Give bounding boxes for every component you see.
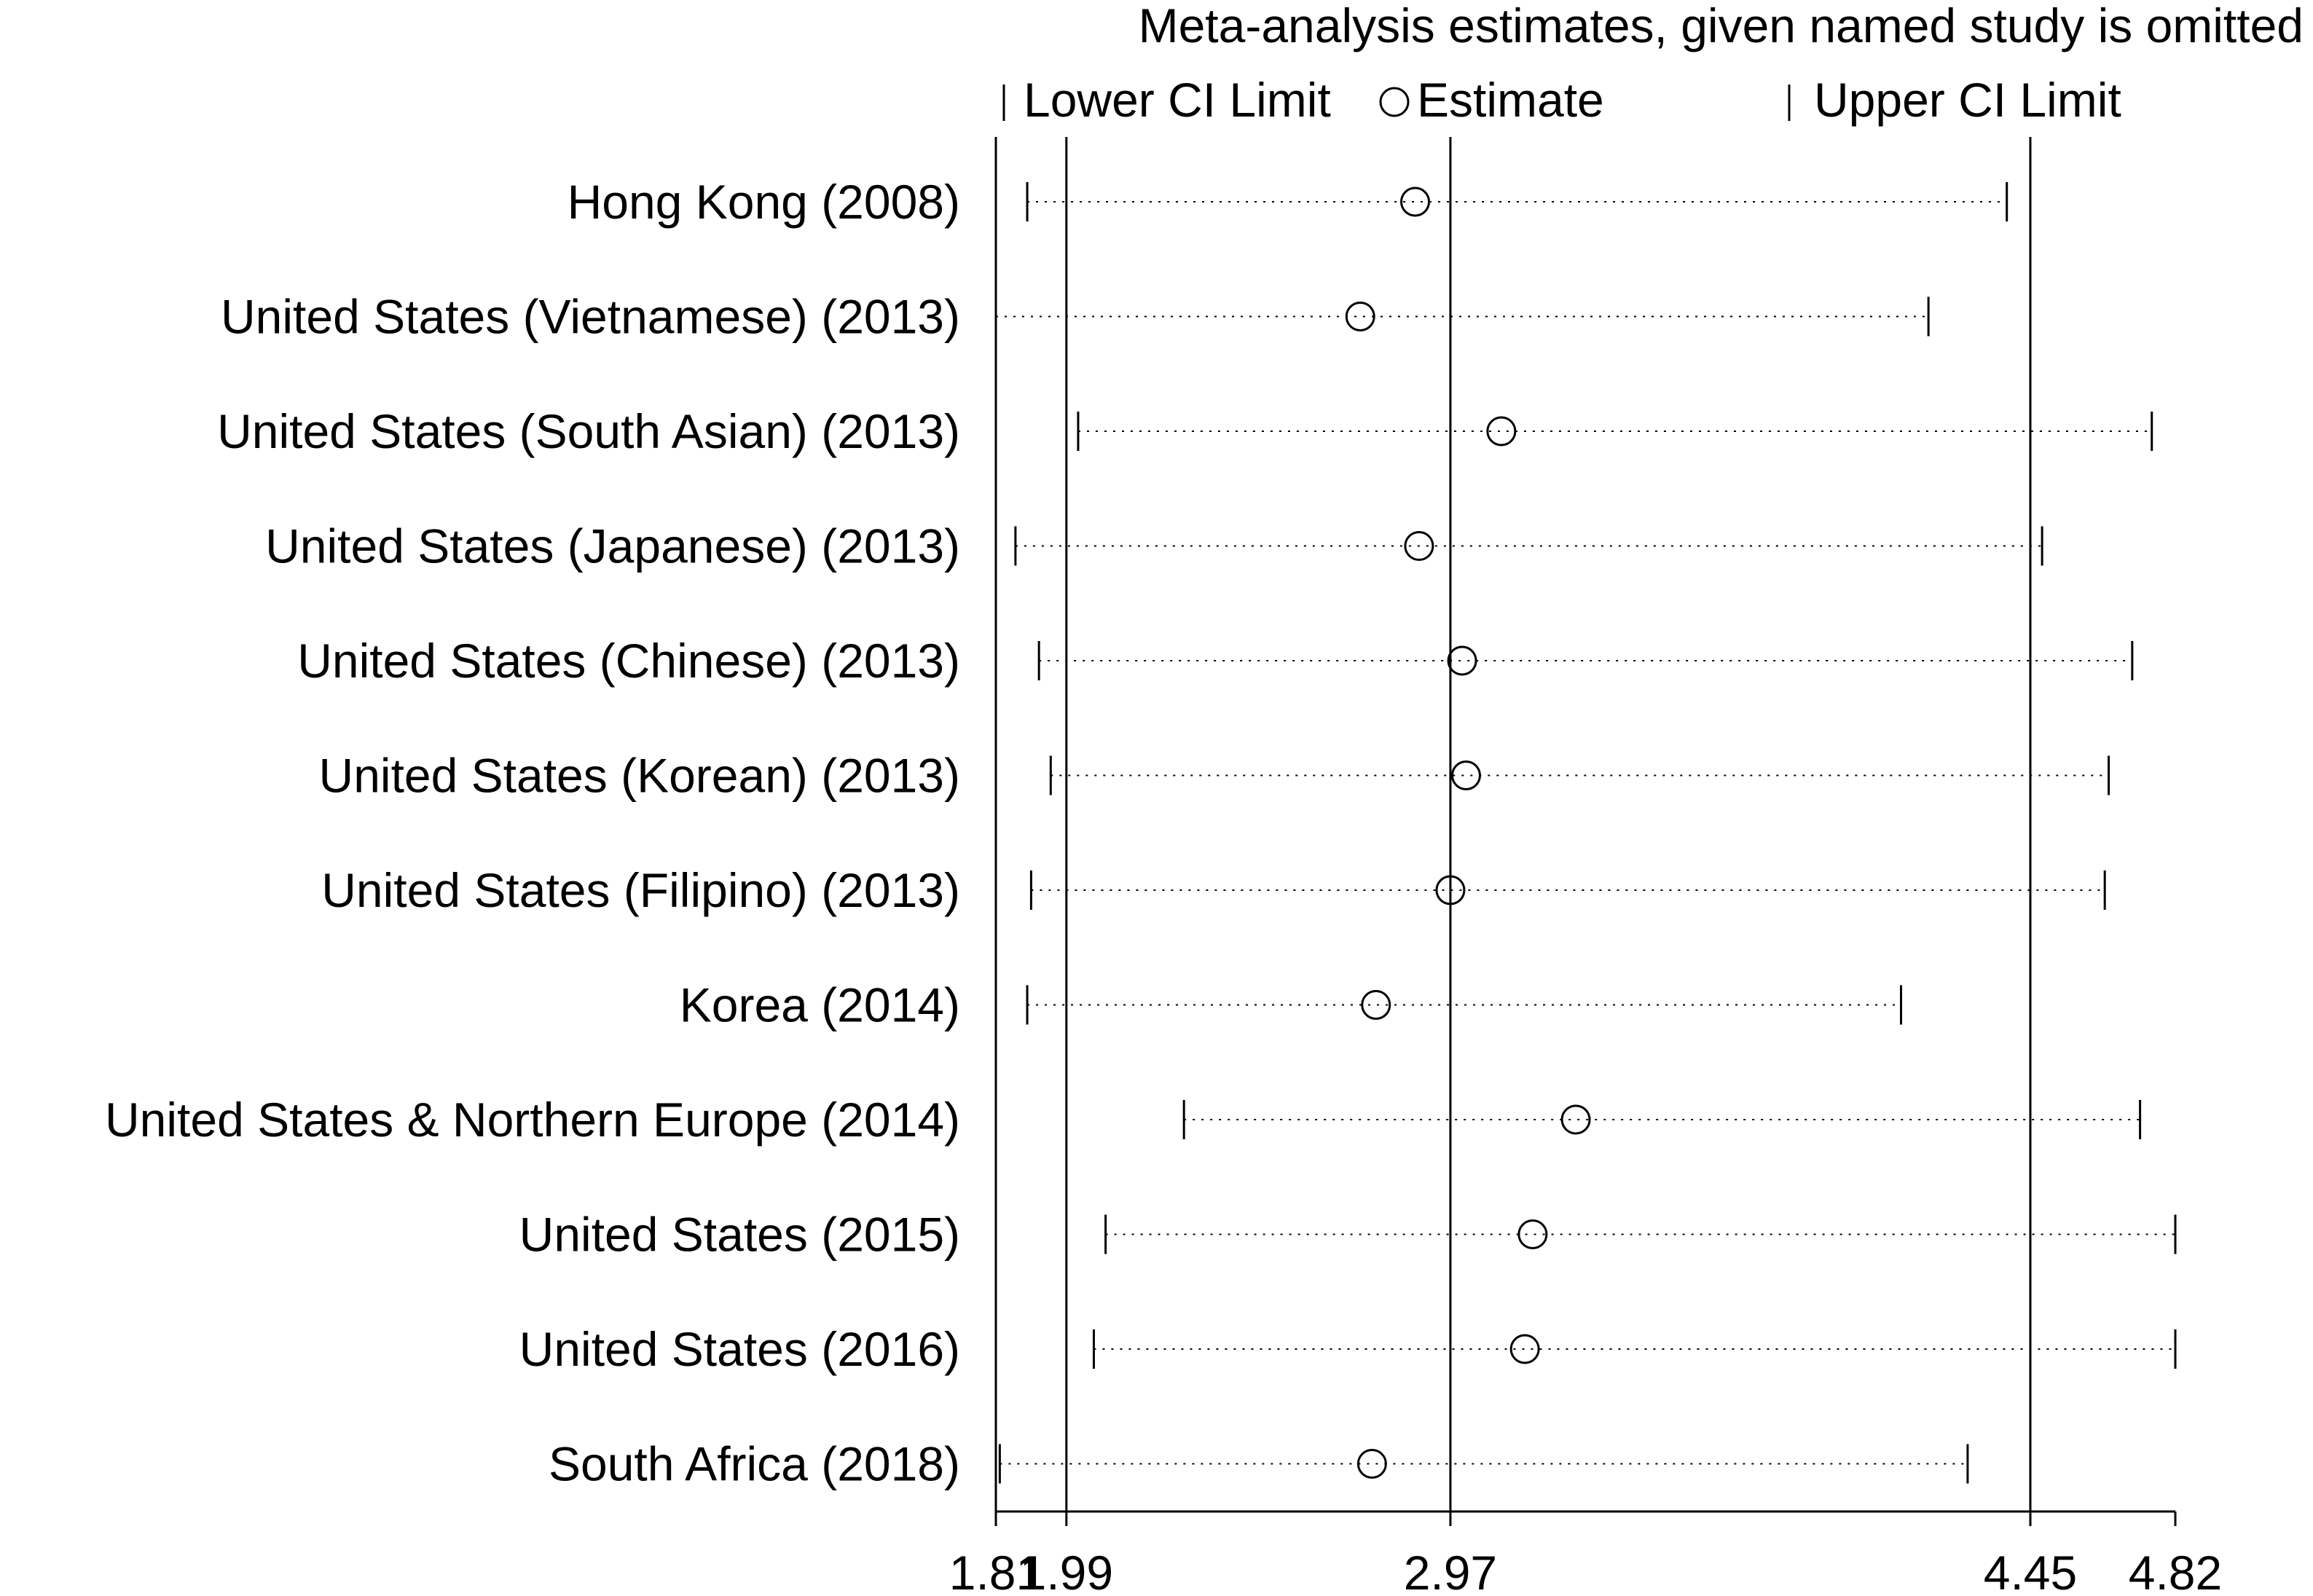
study-row: Hong Kong (2008)	[568, 175, 2008, 229]
study-row: United States (2015)	[519, 1208, 2177, 1262]
reference-lines	[1065, 137, 2032, 1512]
x-axis: 1.811.99 2.97 4.45 4.82	[949, 1512, 2222, 1596]
study-label: United States (2015)	[519, 1208, 960, 1262]
study-row: South Africa (2018)	[549, 1437, 1969, 1491]
legend-estimate-label: Estimate	[1417, 73, 1604, 127]
legend: Lower CI Limit Estimate Upper CI Limit	[1002, 73, 2121, 127]
estimate-point	[1361, 990, 1391, 1020]
estimate-point	[1560, 1104, 1591, 1135]
estimate-point	[1400, 186, 1431, 217]
study-rows: Hong Kong (2008) United States (Vietnames…	[105, 175, 2177, 1491]
estimate-point	[1404, 531, 1434, 561]
study-row: United States (Chinese) (2013)	[297, 634, 2134, 688]
x-tick-label: 4.82	[2129, 1546, 2222, 1596]
study-row: United States (Vietnamese) (2013)	[221, 290, 1930, 344]
legend-estimate-circle-icon	[1379, 87, 1410, 117]
study-label: United States & Northern Europe (2014)	[105, 1093, 960, 1147]
estimate-point	[1509, 1334, 1540, 1364]
study-label: United States (Korean) (2013)	[319, 749, 960, 803]
x-tick-label: 4.45	[1984, 1546, 2077, 1596]
legend-upper-label: Upper CI Limit	[1814, 73, 2121, 127]
x-tick-label: 2.97	[1404, 1546, 1497, 1596]
study-label: United States (2016)	[519, 1322, 960, 1376]
estimate-point	[1356, 1449, 1387, 1479]
study-row: United States (Filipino) (2013)	[321, 863, 2106, 917]
study-row: United States (2016)	[519, 1322, 2177, 1376]
estimate-point	[1486, 416, 1517, 447]
study-row: United States (South Asian) (2013)	[217, 404, 2153, 458]
study-label: United States (South Asian) (2013)	[217, 404, 960, 458]
study-label: South Africa (2018)	[549, 1437, 960, 1491]
estimate-point	[1517, 1219, 1548, 1249]
study-label: Hong Kong (2008)	[568, 175, 960, 229]
estimate-point	[1435, 875, 1466, 905]
estimate-point	[1345, 302, 1375, 331]
study-row: United States (Japanese) (2013)	[265, 519, 2043, 573]
study-label: United States (Chinese) (2013)	[297, 634, 960, 688]
study-row: United States (Korean) (2013)	[319, 749, 2110, 803]
x-tick-label: 1.81	[949, 1546, 1042, 1596]
study-row: Korea (2014)	[680, 978, 1902, 1032]
study-label: Korea (2014)	[680, 978, 960, 1032]
estimate-point	[1450, 760, 1481, 790]
x-tick-label: 1.99	[1020, 1546, 1113, 1596]
study-label: United States (Filipino) (2013)	[321, 863, 960, 917]
chart-title: Meta-analysis estimates, given named stu…	[1139, 0, 2304, 52]
estimate-point	[1447, 645, 1477, 676]
plot-frame	[994, 137, 2175, 1513]
study-label: United States (Vietnamese) (2013)	[221, 290, 960, 344]
study-label: United States (Japanese) (2013)	[265, 519, 960, 573]
study-row: United States & Northern Europe (2014)	[105, 1093, 2142, 1147]
legend-lower-label: Lower CI Limit	[1024, 73, 1331, 127]
